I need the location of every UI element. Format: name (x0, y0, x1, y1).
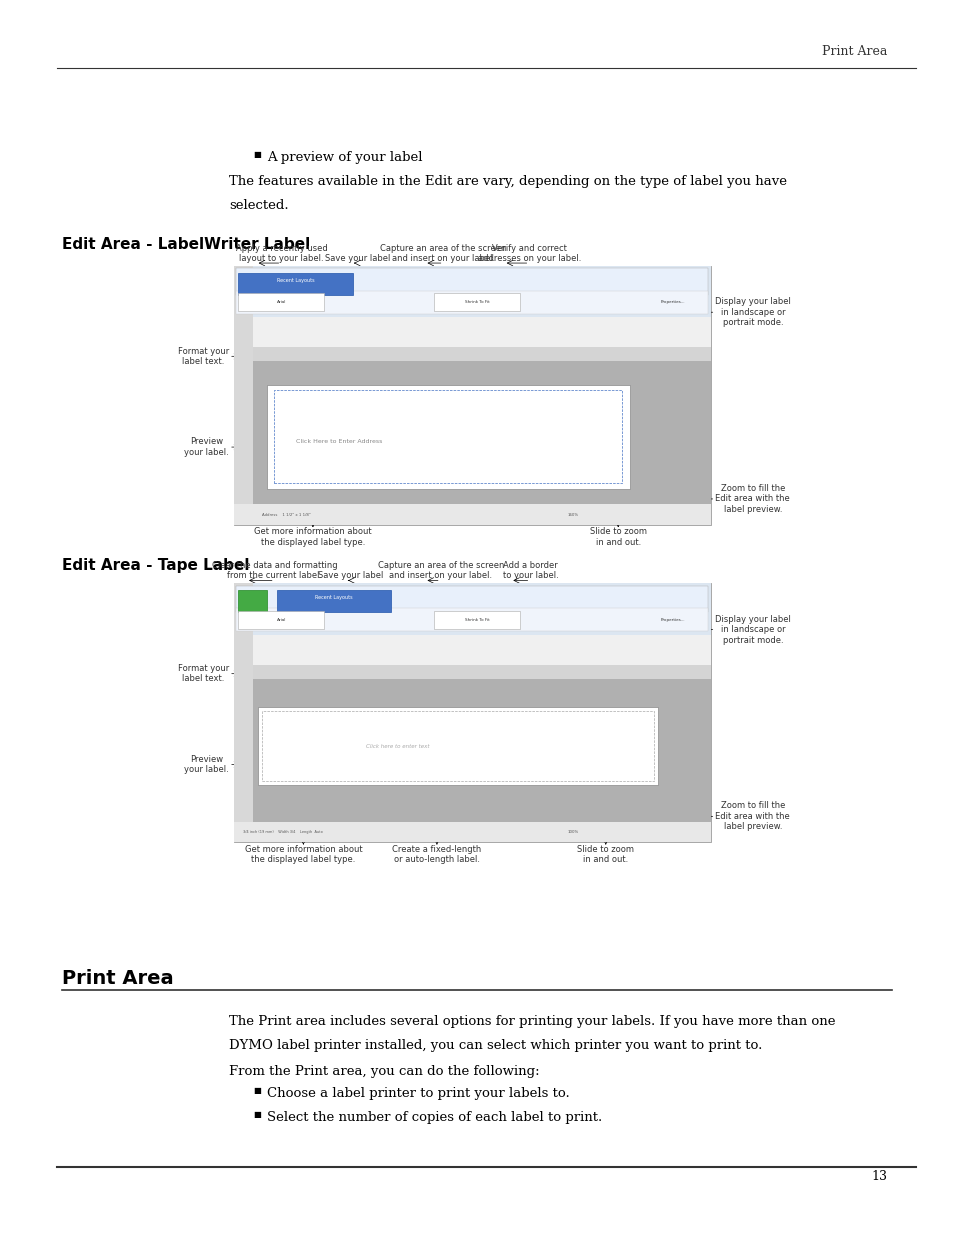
Text: 13: 13 (870, 1170, 886, 1183)
Text: Choose a label printer to print your labels to.: Choose a label printer to print your lab… (267, 1087, 569, 1100)
Text: Preview
your label.: Preview your label. (184, 755, 229, 774)
Text: The Print area includes several options for printing your labels. If you have mo: The Print area includes several options … (229, 1015, 835, 1029)
Text: Add a border
to your label.: Add a border to your label. (502, 561, 558, 580)
Text: Verify and correct
addresses on your label.: Verify and correct addresses on your lab… (477, 243, 580, 263)
Text: Select the number of copies of each label to print.: Select the number of copies of each labe… (267, 1112, 601, 1125)
Bar (253, 679, 710, 821)
Text: Get more information about
the displayed label type.: Get more information about the displayed… (244, 845, 362, 864)
Text: selected.: selected. (229, 199, 288, 212)
Text: ■: ■ (253, 151, 260, 158)
Text: 3/4 inch (19 mm)    Width 3/4    Length  Auto: 3/4 inch (19 mm) Width 3/4 Length Auto (243, 830, 323, 834)
Text: Clear the data and formatting
from the current label.: Clear the data and formatting from the c… (212, 561, 337, 580)
Text: Properties...: Properties... (659, 618, 684, 621)
Text: Format your
label text.: Format your label text. (177, 347, 229, 366)
Bar (233, 347, 710, 362)
Bar (267, 385, 629, 489)
Text: Zoom to fill the
Edit area with the
label preview.: Zoom to fill the Edit area with the labe… (715, 802, 789, 831)
Bar (233, 583, 253, 821)
Text: Print Area: Print Area (821, 44, 886, 58)
Bar (257, 708, 658, 785)
Text: 160%: 160% (567, 513, 578, 516)
Text: A preview of your label: A preview of your label (267, 151, 422, 164)
Bar (238, 293, 324, 311)
Text: Capture an area of the screen
and insert on your label.: Capture an area of the screen and insert… (380, 243, 506, 263)
Bar (236, 609, 707, 631)
Text: Shrink To Fit: Shrink To Fit (464, 300, 489, 304)
Text: Display your label
in landscape or
portrait mode.: Display your label in landscape or portr… (715, 615, 791, 645)
Text: Properties...: Properties... (659, 300, 684, 304)
Bar (261, 711, 654, 782)
Text: Slide to zoom
in and out.: Slide to zoom in and out. (589, 527, 646, 547)
Text: Display your label
in landscape or
portrait mode.: Display your label in landscape or portr… (715, 298, 791, 327)
Text: Save your label: Save your label (325, 254, 390, 263)
Bar (274, 390, 621, 483)
Text: Preview
your label.: Preview your label. (184, 437, 229, 457)
Bar (238, 610, 324, 629)
Bar (233, 504, 710, 525)
Bar (238, 590, 267, 613)
Bar (434, 610, 519, 629)
Text: Address    1 1/2" x 1 1/8": Address 1 1/2" x 1 1/8" (262, 513, 311, 516)
Bar (233, 266, 710, 317)
Text: Print Area: Print Area (62, 969, 173, 988)
Text: Shrink To Fit: Shrink To Fit (464, 618, 489, 621)
Bar (236, 268, 707, 295)
Text: Create a fixed-length
or auto-length label.: Create a fixed-length or auto-length lab… (392, 845, 481, 864)
Bar (276, 590, 391, 613)
Text: Recent Layouts: Recent Layouts (276, 278, 314, 283)
Text: ■: ■ (253, 1112, 260, 1119)
Text: Capture an area of the screen
and insert on your label.: Capture an area of the screen and insert… (377, 561, 503, 580)
Bar (233, 266, 710, 525)
Text: DYMO label printer installed, you can select which printer you want to print to.: DYMO label printer installed, you can se… (229, 1039, 761, 1052)
Bar (238, 273, 353, 295)
Text: 100%: 100% (567, 830, 578, 834)
Text: ■: ■ (253, 1087, 260, 1094)
Text: Get more information about
the displayed label type.: Get more information about the displayed… (253, 527, 372, 547)
Bar (233, 583, 710, 842)
Bar (233, 821, 710, 842)
Bar (233, 664, 710, 679)
Bar (233, 583, 710, 635)
Text: Save your label: Save your label (318, 572, 383, 580)
Text: Edit Area - Tape Label: Edit Area - Tape Label (62, 558, 250, 573)
Bar (233, 266, 253, 504)
Text: Click Here to Enter Address: Click Here to Enter Address (295, 440, 382, 445)
Text: Arial: Arial (276, 300, 286, 304)
Text: Apply a recently used
layout to your label.: Apply a recently used layout to your lab… (235, 243, 327, 263)
Text: Format your
label text.: Format your label text. (177, 664, 229, 683)
Bar (236, 585, 707, 613)
Text: Click here to enter text: Click here to enter text (366, 743, 429, 748)
Text: Zoom to fill the
Edit area with the
label preview.: Zoom to fill the Edit area with the labe… (715, 484, 789, 514)
Text: Slide to zoom
in and out.: Slide to zoom in and out. (577, 845, 634, 864)
Text: The features available in the Edit are vary, depending on the type of label you : The features available in the Edit are v… (229, 175, 786, 189)
Text: Recent Layouts: Recent Layouts (314, 595, 353, 600)
Bar (253, 362, 710, 504)
Bar (434, 293, 519, 311)
Bar (236, 291, 707, 314)
Text: Edit Area - LabelWriter Label: Edit Area - LabelWriter Label (62, 237, 310, 252)
Text: Arial: Arial (276, 618, 286, 621)
Text: From the Print area, you can do the following:: From the Print area, you can do the foll… (229, 1065, 539, 1078)
